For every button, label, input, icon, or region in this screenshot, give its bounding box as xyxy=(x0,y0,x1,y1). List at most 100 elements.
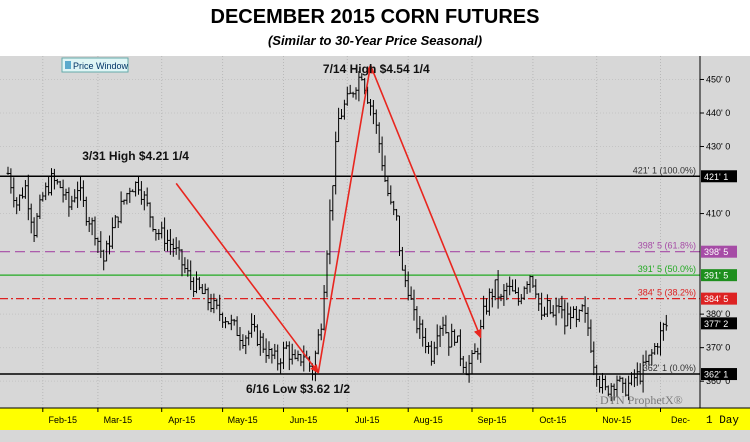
price-bar xyxy=(110,217,114,249)
price-bar xyxy=(551,305,555,318)
annotation: 6/16 Low $3.62 1/2 xyxy=(246,382,350,396)
price-bar xyxy=(514,279,517,294)
price-bar xyxy=(398,215,401,256)
fib-levels: 421' 1 (100.0%) 398' 5 (61.8%) 391' 5 (50.… xyxy=(0,165,700,375)
price-bar xyxy=(406,271,410,301)
price-bar xyxy=(598,375,602,393)
price-window-box[interactable] xyxy=(61,57,129,73)
price-bar xyxy=(267,341,271,359)
price-bar xyxy=(609,383,613,402)
price-bar xyxy=(337,107,341,143)
price-bar xyxy=(276,344,280,371)
price-bar xyxy=(499,293,503,302)
y-axis: 450' 0 440' 0 430' 0 410' 0 380' 0 370' 0 360'… xyxy=(699,56,737,408)
price-bar xyxy=(371,100,375,125)
price-bar xyxy=(424,328,428,354)
price-bar xyxy=(601,372,604,394)
price-bar xyxy=(348,84,352,95)
price-bar xyxy=(479,319,483,363)
price-bar xyxy=(586,307,590,336)
price-bar xyxy=(108,235,111,255)
fib-382-tag xyxy=(701,292,737,305)
price-bar xyxy=(627,375,631,401)
price-bar xyxy=(441,316,445,336)
price-bar xyxy=(516,287,520,306)
price-bar xyxy=(67,187,71,217)
price-bar xyxy=(487,288,491,316)
price-bar xyxy=(395,208,399,221)
price-window-button[interactable]: Price Window xyxy=(61,57,129,73)
price-bar xyxy=(38,194,42,219)
price-bar xyxy=(577,309,581,322)
price-bar xyxy=(32,217,36,242)
price-bar xyxy=(50,168,53,196)
price-bar xyxy=(615,375,619,398)
price-bar xyxy=(322,285,326,331)
price-bar xyxy=(44,182,48,201)
price-bar xyxy=(603,375,607,391)
price-bar xyxy=(557,298,561,314)
price-bar xyxy=(221,312,225,328)
price-bar xyxy=(229,314,233,331)
price-bar xyxy=(415,306,419,334)
price-bar xyxy=(145,187,149,207)
price-bar xyxy=(392,200,396,216)
price-bar xyxy=(421,319,425,347)
price-bar xyxy=(21,187,24,199)
annotation: 7/14 High $4.54 1/4 xyxy=(323,62,430,76)
y-tick-label: 360' 0 xyxy=(706,376,730,386)
fib-382-label: 384' 5 (38.2%) xyxy=(638,288,696,298)
price-bar xyxy=(47,175,51,196)
price-bar xyxy=(502,284,506,306)
price-bar xyxy=(9,168,13,194)
price-bar xyxy=(52,168,56,190)
price-bar xyxy=(61,179,65,203)
interval-label[interactable]: 1 Day xyxy=(706,415,739,427)
price-bar xyxy=(55,178,59,185)
price-bar xyxy=(70,195,74,211)
price-bar xyxy=(218,294,222,322)
price-bar xyxy=(41,192,45,202)
month-label: Dec- xyxy=(671,415,690,425)
price-bar xyxy=(290,343,294,365)
fib-50-tag-text: 391' 5 xyxy=(704,271,728,281)
price-bar xyxy=(282,341,285,370)
y-tick-label: 370' 0 xyxy=(706,343,730,353)
annotation: 3/31 High $4.21 1/4 xyxy=(82,149,189,163)
price-bar xyxy=(496,270,500,309)
price-bar xyxy=(624,378,628,397)
price-bar xyxy=(519,294,523,305)
price-bar xyxy=(612,383,616,401)
price-window-label[interactable]: Price Window xyxy=(73,61,129,71)
fib-382-tag-text: 384' 5 xyxy=(704,294,728,304)
month-label: May-15 xyxy=(228,415,258,425)
price-bar xyxy=(241,334,245,349)
price-bar xyxy=(354,87,358,100)
price-bar xyxy=(447,332,451,356)
price-bar xyxy=(334,131,338,195)
price-bar xyxy=(580,304,584,312)
price-bar xyxy=(435,324,439,356)
price-bar xyxy=(128,187,132,203)
price-bar xyxy=(81,180,85,207)
price-bar xyxy=(566,302,570,327)
y-tick-label: 410' 0 xyxy=(706,209,730,219)
fib-50-tag xyxy=(701,269,737,282)
price-bar xyxy=(482,295,486,330)
price-bar xyxy=(35,212,39,238)
y-tick-label: 430' 0 xyxy=(706,142,730,152)
price-bar xyxy=(319,323,323,341)
price-bar xyxy=(157,229,161,240)
high-level-tag xyxy=(701,170,737,183)
price-bar xyxy=(606,385,610,397)
fib-618-tag xyxy=(701,245,737,258)
price-bar xyxy=(125,192,129,205)
price-bar xyxy=(253,314,256,332)
price-bar xyxy=(26,174,30,221)
price-bar xyxy=(93,216,97,246)
interval-box xyxy=(700,408,750,430)
x-axis: Feb-15 Mar-15 Apr-15 May-15 Jun-15 Jul-15 Aug-… xyxy=(0,407,750,425)
price-bar xyxy=(116,216,120,228)
price-bars xyxy=(6,71,668,402)
plot-background xyxy=(0,56,750,442)
